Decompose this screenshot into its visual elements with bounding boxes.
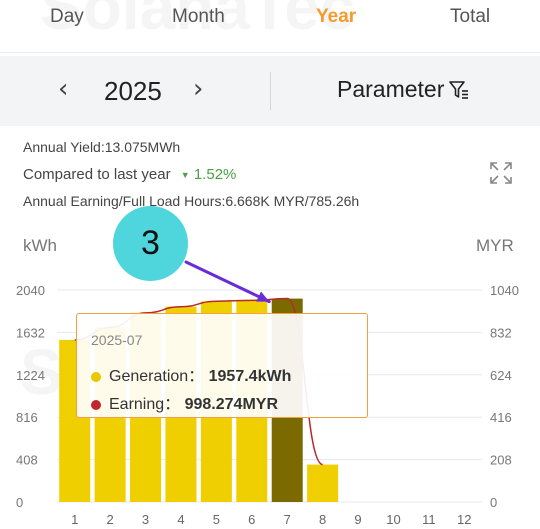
parameter-button[interactable]: Parameter [337,76,470,103]
tooltip-generation-value: 1957.4kWh [208,368,292,385]
compared-label: Compared to last year [23,166,171,183]
annual-earning-hours: Annual Earning/Full Load Hours:6.668K MY… [23,193,360,209]
y-left-tick-label: 1632 [16,325,45,340]
y-right-tick-label: 1040 [490,283,519,298]
previous-year-button[interactable]: ‹ [58,74,69,104]
x-tick-label: 9 [354,512,361,527]
tab-day[interactable]: Day [50,6,84,27]
tab-month[interactable]: Month [172,6,225,27]
x-tick-label: 11 [422,512,436,527]
y-left-tick-label: 0 [16,495,23,510]
period-tabs: Day Month Year Total [0,0,540,53]
compared-delta: ▼ 1.52% [181,166,237,183]
x-tick-label: 3 [142,512,149,527]
x-tick-label: 12 [457,512,471,527]
next-year-button[interactable]: › [193,74,204,104]
x-tick-label: 6 [248,512,255,527]
y-right-tick-label: 832 [490,325,512,340]
generation-dot-icon [91,371,101,382]
left-axis-unit: kWh [23,236,57,255]
tooltip-earning-label: Earning： [109,396,181,413]
x-tick-label: 4 [177,512,184,527]
y-left-tick-label: 816 [16,410,38,425]
x-tick-label: 2 [107,512,114,527]
earning-dot-icon [91,399,101,410]
x-tick-label: 10 [386,512,400,527]
y-right-tick-label: 208 [490,453,512,468]
x-tick-label: 1 [71,512,78,527]
tooltip-generation-label: Generation： [109,368,205,385]
tooltip-earning-value: 998.274MYR [184,396,278,413]
x-tick-label: 5 [213,512,220,527]
divider [270,72,271,110]
annual-yield: Annual Yield:13.075MWh [23,139,181,155]
year-selector-bar: ‹ 2025 › Parameter [0,56,540,126]
right-axis-unit: MYR [476,236,514,255]
parameter-label: Parameter [337,76,445,102]
step-badge: 3 [113,206,188,281]
tooltip-date: 2025-07 [91,332,143,348]
y-left-tick-label: 2040 [16,283,45,298]
y-left-tick-label: 408 [16,453,38,468]
annotation-arrow [184,260,271,304]
generation-bar [307,464,339,502]
y-left-tick-label: 1224 [16,368,45,383]
tooltip-generation: Generation： 1957.4kWh [91,362,291,386]
down-arrow-icon: ▼ [180,170,190,181]
tab-total[interactable]: Total [450,6,491,27]
tab-year[interactable]: Year [316,6,357,27]
compared-value: 1.52% [193,166,237,183]
compared-to-last-year: Compared to last year ▼ 1.52% [23,166,236,183]
x-tick-label: 7 [284,512,291,527]
expand-icon[interactable] [488,160,514,186]
year-label: 2025 [104,76,162,106]
chart-tooltip: 2025-07 Generation： 1957.4kWh Earning： 9… [76,313,368,418]
y-right-tick-label: 624 [490,368,512,383]
tooltip-earning: Earning： 998.274MYR [91,390,278,414]
annotation-arrowhead [256,291,270,302]
y-right-tick-label: 0 [490,495,497,510]
y-right-tick-label: 416 [490,410,512,425]
x-tick-label: 8 [319,512,326,527]
filter-icon [449,80,469,99]
